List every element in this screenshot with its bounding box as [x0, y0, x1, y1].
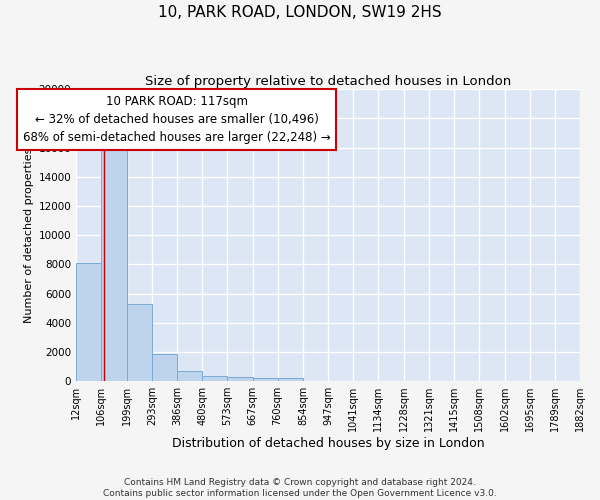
X-axis label: Distribution of detached houses by size in London: Distribution of detached houses by size … [172, 437, 484, 450]
Bar [177, 371, 202, 381]
Bar [76, 263, 101, 381]
Bar [227, 377, 253, 381]
Bar [127, 304, 152, 381]
Text: 10, PARK ROAD, LONDON, SW19 2HS: 10, PARK ROAD, LONDON, SW19 2HS [158, 5, 442, 20]
Bar [101, 139, 127, 381]
Bar [202, 376, 227, 381]
Text: Contains HM Land Registry data © Crown copyright and database right 2024.
Contai: Contains HM Land Registry data © Crown c… [103, 478, 497, 498]
Text: 10 PARK ROAD: 117sqm
← 32% of detached houses are smaller (10,496)
68% of semi-d: 10 PARK ROAD: 117sqm ← 32% of detached h… [23, 95, 331, 144]
Y-axis label: Number of detached properties: Number of detached properties [25, 148, 34, 323]
Bar [152, 354, 177, 381]
Bar [253, 378, 278, 381]
Bar [278, 378, 303, 381]
Title: Size of property relative to detached houses in London: Size of property relative to detached ho… [145, 75, 511, 88]
